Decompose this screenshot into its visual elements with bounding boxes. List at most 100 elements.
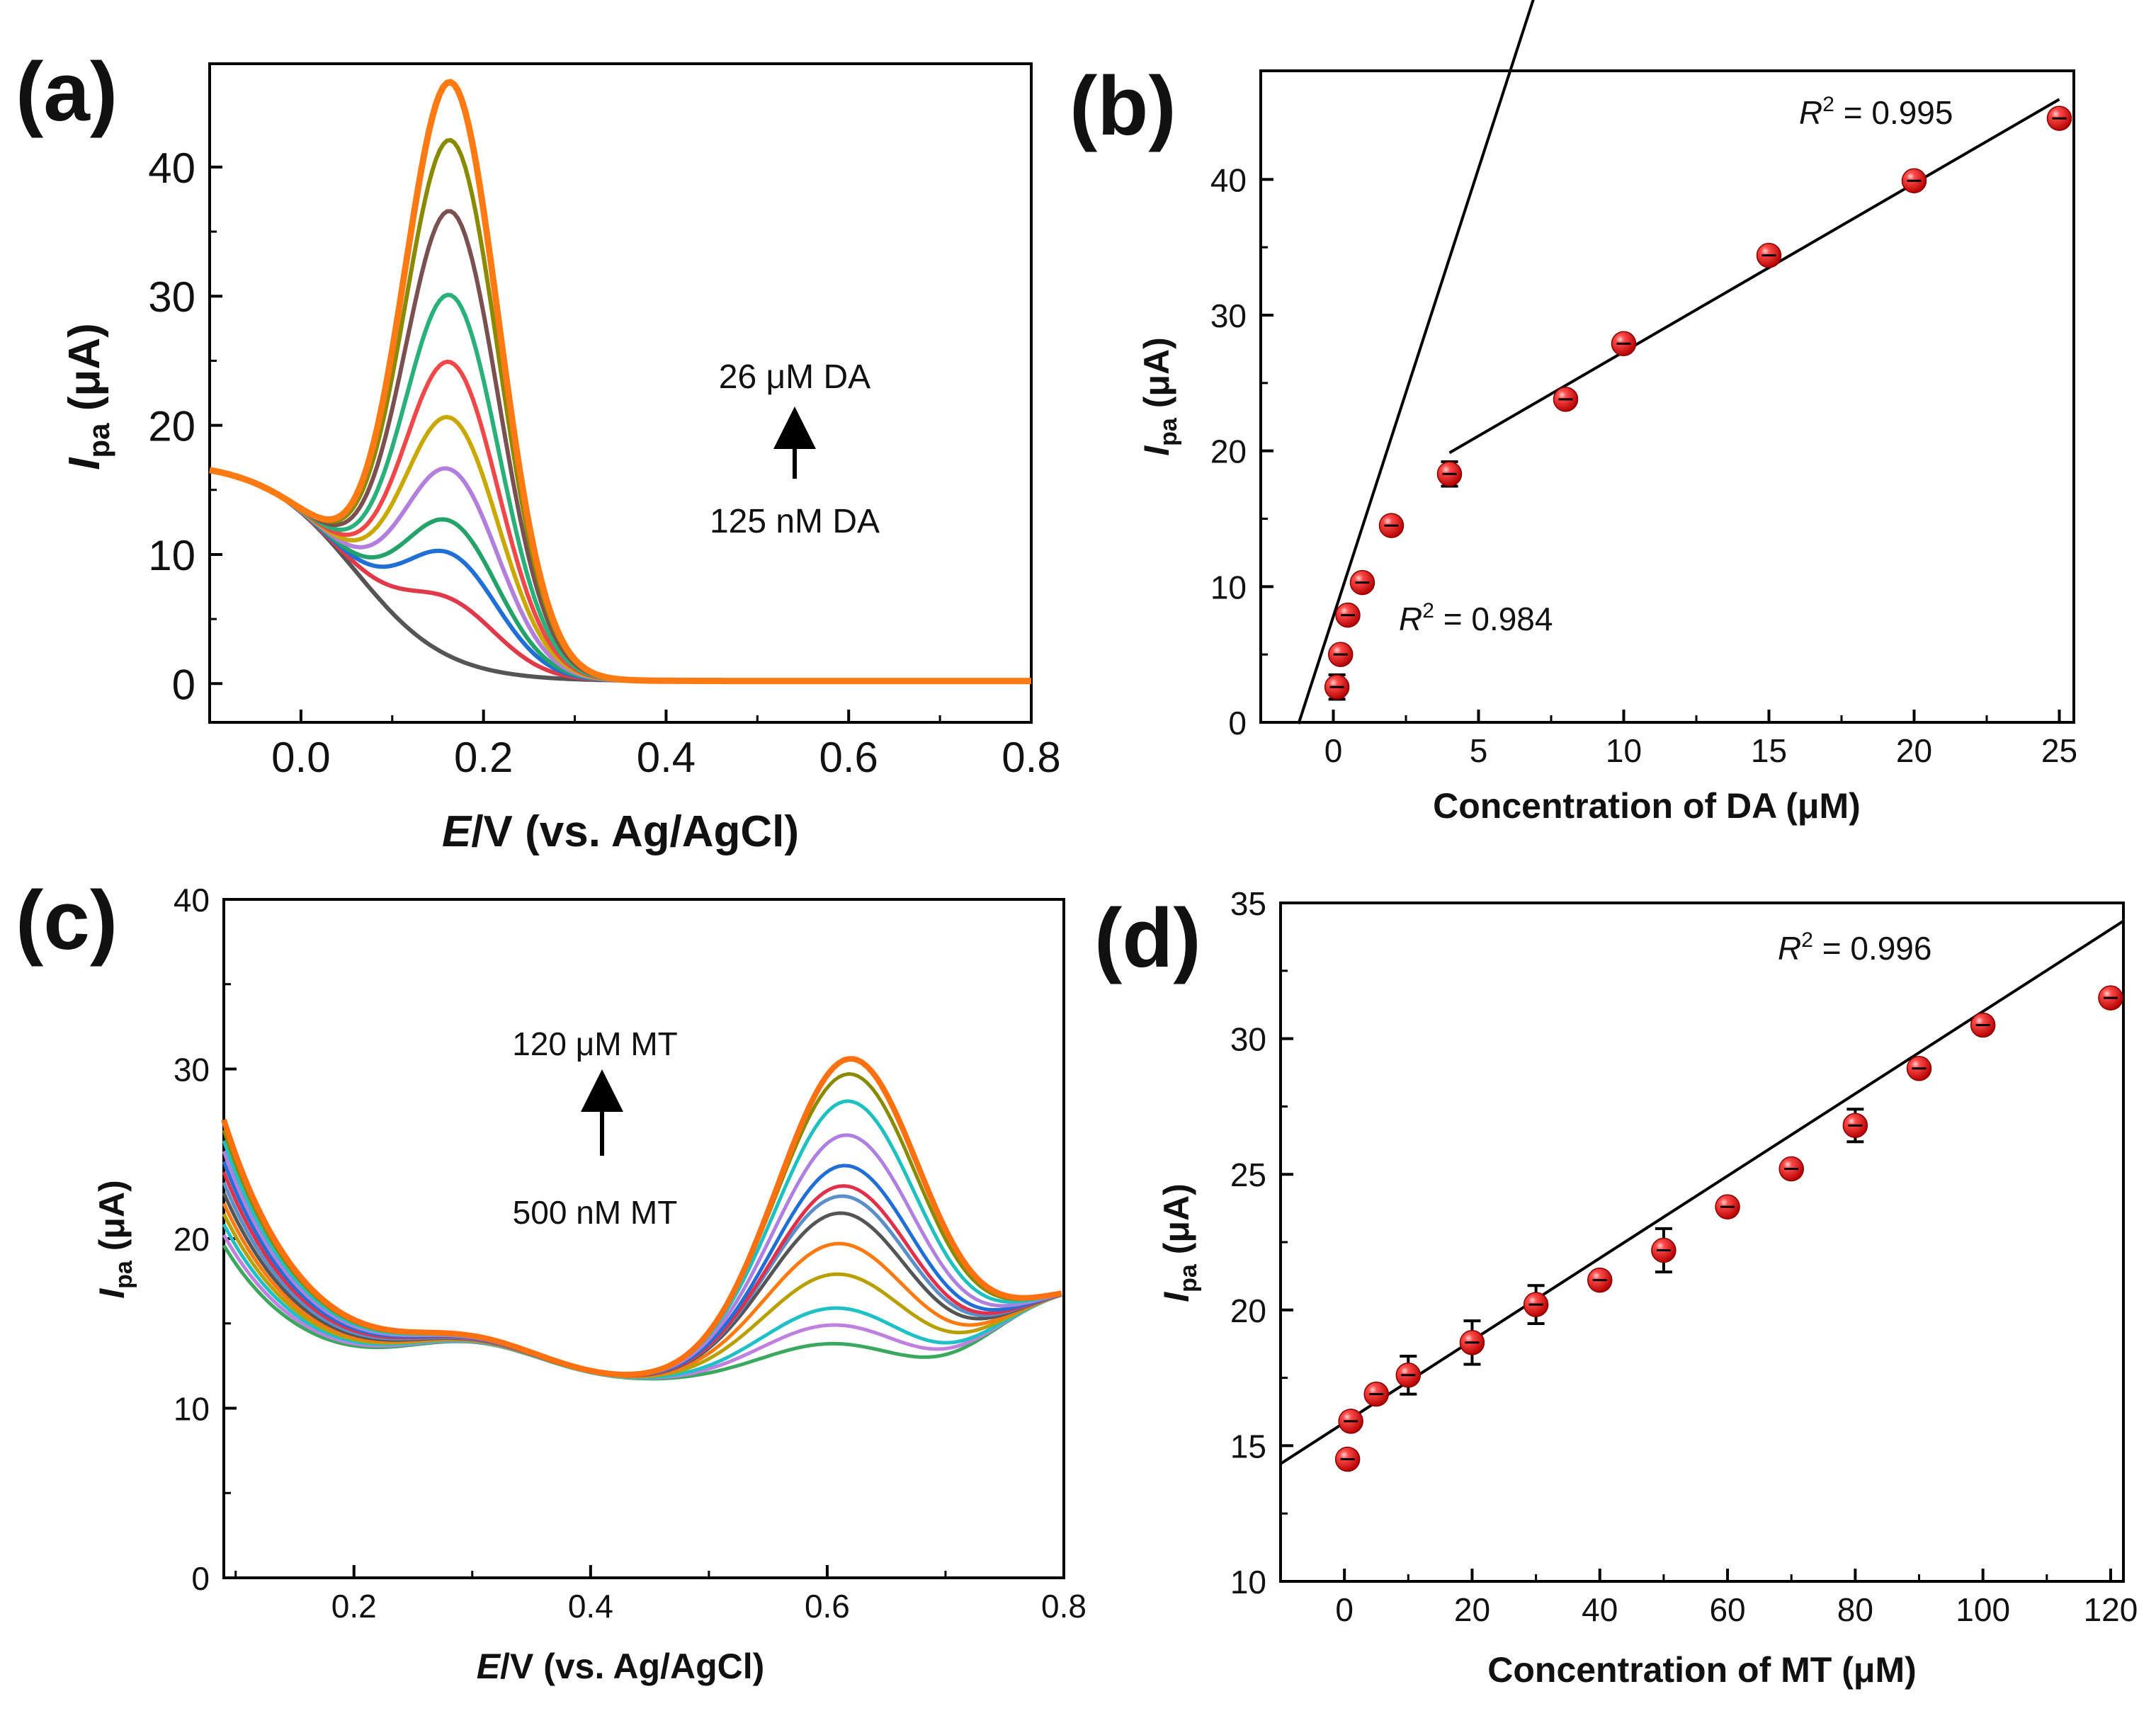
b-ytick-label: 10 [1210, 569, 1247, 605]
d-ytick-label: 25 [1230, 1156, 1266, 1193]
panel-d: (d) 0 20 40 60 80 100 120 10 15 20 25 30 35 Ipa (μA)… [1094, 885, 2138, 1690]
d-data-point [1395, 1354, 1422, 1396]
fit-lines-b [1297, 0, 2060, 724]
annotation-top-a: 26 μM DA [719, 358, 870, 396]
panel-c: (c) 0.2 0.4 0.6 0.8 0 10 20 30 40 Ipa (μA) E/V (… [16, 874, 1086, 1686]
c-ytick-label: 40 [174, 882, 210, 919]
series-a-2 [209, 467, 1031, 683]
d-xtick-label: 120 [2084, 1591, 2138, 1628]
series-a-5 [209, 466, 1031, 683]
d-ytick-label: 10 [1230, 1564, 1266, 1600]
d-data-point [1715, 1194, 1740, 1219]
b-ytick-label: 0 [1228, 705, 1247, 741]
d-data-point [1334, 1446, 1361, 1472]
b-data-point [1335, 602, 1361, 628]
d-data-point [1651, 1227, 1676, 1274]
x-axis-label-c: E/V (vs. Ag/AgCl) [477, 1647, 765, 1686]
plot-frame-b [1259, 69, 2075, 724]
y-axis-label-a: Ipa (μA) [60, 323, 115, 470]
x-axis-label-d: Concentration of MT (μM) [1487, 1650, 1917, 1690]
fit-lines-d [1279, 919, 2125, 1465]
a-xtick-label: 0.4 [637, 734, 696, 781]
fit-label-b-2: R2 = 0.995 [1799, 93, 1953, 131]
b-xtick-label: 10 [1606, 732, 1642, 769]
panel-b: (b) 0 5 10 15 20 25 0 10 20 30 40 Ipa (μA) Concent… [1070, 0, 2077, 826]
annotation-bottom-c: 500 nM MT [513, 1194, 678, 1231]
c-ytick-label: 10 [174, 1391, 210, 1428]
axis-ticks-c: 0.2 0.4 0.6 0.8 0 10 20 30 40 [174, 882, 1086, 1625]
d-xtick-label: 100 [1956, 1591, 2010, 1628]
d-xtick-label: 20 [1454, 1591, 1490, 1628]
fit-label-b-1: R2 = 0.984 [1399, 599, 1553, 637]
c-xtick-label: 0.8 [1041, 1588, 1086, 1625]
panel-label-c: (c) [16, 874, 118, 967]
a-ytick-label: 40 [148, 144, 195, 192]
d-data-point [1778, 1156, 1804, 1182]
b-xtick-label: 25 [2041, 732, 2077, 769]
series-group-a [209, 79, 1031, 685]
b-xtick-label: 15 [1751, 732, 1787, 769]
a-xtick-label: 0.0 [271, 734, 330, 781]
a-ytick-label: 10 [148, 532, 195, 579]
b-xtick-label: 20 [1896, 732, 1932, 769]
x-axis-label-b: Concentration of DA (μM) [1433, 786, 1861, 826]
plot-frame-d [1279, 902, 2125, 1583]
d-data-point [1523, 1284, 1549, 1325]
b-data-point [1324, 673, 1350, 701]
d-data-point [1906, 1056, 1932, 1081]
d-ytick-label: 20 [1230, 1292, 1266, 1329]
x-axis-label-a: E/V (vs. Ag/AgCl) [442, 807, 799, 856]
b-ytick-label: 20 [1210, 433, 1247, 470]
b-ytick-label: 40 [1210, 161, 1247, 198]
plot-frame-a [208, 62, 1033, 724]
b-fit-line-2 [1448, 98, 2060, 455]
series-a-11 [209, 79, 1031, 685]
y-axis-label-c: Ipa (μA) [92, 1180, 137, 1299]
b-xtick-label: 5 [1470, 732, 1488, 769]
axis-ticks-d: 0 20 40 60 80 100 120 10 15 20 25 30 35 [1230, 885, 2138, 1628]
svg-text:Ipa (μA): Ipa (μA) [1157, 1183, 1202, 1302]
b-data-point [1553, 387, 1579, 412]
d-fit-line-1 [1279, 919, 2125, 1465]
a-xtick-label: 0.6 [819, 734, 878, 781]
d-ytick-label: 15 [1230, 1428, 1266, 1465]
fit-label-d-1: R2 = 0.996 [1778, 928, 1931, 967]
b-ytick-label: 30 [1210, 297, 1247, 334]
annotation-top-c: 120 μM MT [512, 1025, 678, 1062]
d-xtick-label: 60 [1709, 1591, 1745, 1628]
annotation-bottom-a: 125 nM DA [710, 503, 880, 540]
d-data-point [2098, 985, 2123, 1011]
d-data-point [1459, 1319, 1485, 1366]
d-data-point [1970, 1012, 1996, 1038]
axis-ticks-b: 0 5 10 15 20 25 0 10 20 30 40 [1210, 161, 2077, 769]
a-ytick-label: 20 [148, 403, 195, 450]
panel-a: (a) 0.0 0.2 0.4 0.6 0.8 0 10 20 30 40 Ipa (μA) E/… [16, 45, 1061, 856]
c-xtick-label: 0.6 [805, 1588, 850, 1625]
d-xtick-label: 40 [1582, 1591, 1618, 1628]
b-data-point [1436, 460, 1463, 488]
series-group-c [221, 1056, 1062, 1381]
series-a-6 [209, 414, 1031, 683]
b-data-point [2046, 106, 2072, 131]
d-data-point [1587, 1267, 1613, 1293]
y-axis-label-b: Ipa (μA) [1137, 337, 1182, 456]
b-xtick-label: 0 [1324, 732, 1343, 769]
a-ytick-label: 30 [148, 273, 195, 321]
data-points-b [1324, 106, 2072, 701]
c-xtick-label: 0.2 [331, 1588, 377, 1625]
series-a-9 [209, 209, 1031, 683]
b-data-point [1349, 569, 1375, 596]
axis-ticks-a: 0.0 0.2 0.4 0.6 0.8 0 10 20 30 40 [148, 144, 1060, 781]
series-a-10 [209, 137, 1031, 683]
c-xtick-label: 0.4 [568, 1588, 613, 1625]
c-ytick-label: 0 [191, 1560, 210, 1597]
a-xtick-label: 0.8 [1002, 734, 1060, 781]
svg-text:Ipa (μA): Ipa (μA) [1137, 337, 1182, 456]
d-ytick-label: 35 [1230, 885, 1266, 922]
d-xtick-label: 80 [1837, 1591, 1873, 1628]
b-fit-line-1 [1297, 0, 1535, 724]
c-ytick-label: 30 [174, 1052, 210, 1088]
c-ytick-label: 20 [174, 1221, 210, 1258]
b-data-point [1756, 242, 1782, 268]
